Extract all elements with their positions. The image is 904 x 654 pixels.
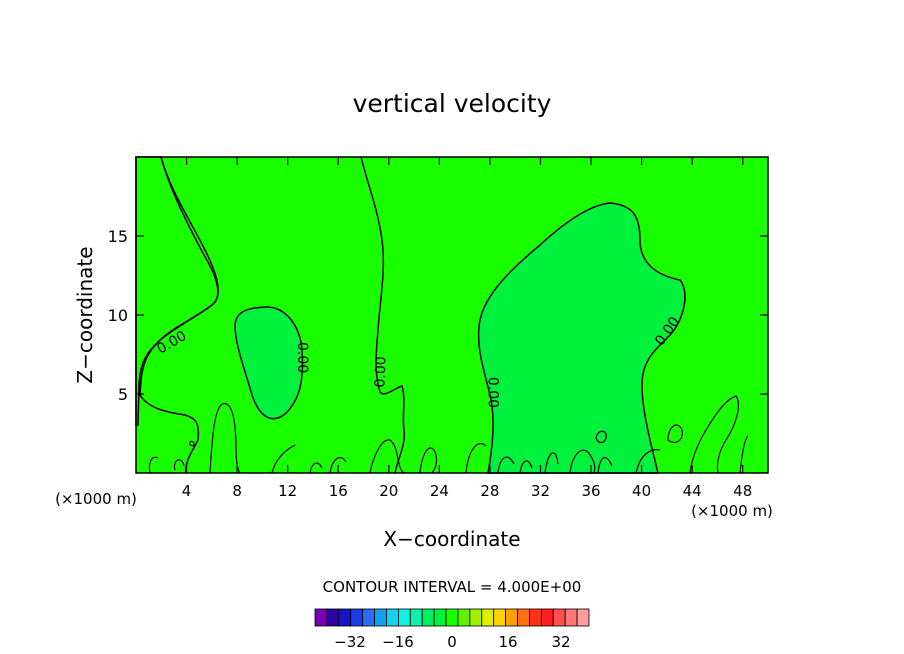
contour-left-band	[139, 156, 219, 474]
colorbar-tick-label: −32	[334, 633, 366, 651]
x-axis-ticks: 4 8 12 16 20 24 28 32 36 40 44 48	[182, 157, 752, 500]
y-tick-label: 5	[118, 385, 128, 404]
colorbar-swatch	[421, 608, 435, 627]
x-tick-label: 36	[581, 482, 600, 500]
contour-central-vortex	[234, 306, 304, 420]
x-unit-right: (×1000 m)	[691, 502, 773, 520]
colorbar-swatch	[529, 608, 542, 627]
colorbar-swatch	[517, 608, 530, 627]
x-tick-label: 48	[733, 482, 752, 500]
colorbar-swatch	[386, 608, 399, 627]
contour-mid-column	[360, 156, 406, 474]
contour-interval-text: CONTOUR INTERVAL = 4.000E+00	[323, 578, 582, 596]
colorbar-swatch	[505, 608, 518, 627]
colorbar-swatch	[564, 608, 578, 627]
colorbar-tick-label: 32	[551, 633, 570, 651]
colorbar-swatch	[409, 608, 423, 627]
plot-area: 0.00 0.00 0.000.000.00 4 8 12 16 20 24 28 32 36 40 4…	[108, 156, 769, 500]
colorbar-tick-label: 16	[498, 633, 517, 651]
colorbar-tick-label: −16	[382, 633, 414, 651]
colorbar-swatch	[445, 608, 459, 627]
y-axis-ticks: 5 10 15	[108, 227, 768, 404]
colorbar-swatch	[326, 608, 340, 627]
colorbar-swatch	[314, 608, 328, 627]
colorbar-swatch	[540, 608, 554, 627]
x-tick-label: 4	[182, 482, 192, 500]
y-axis-label: Z−coordinate	[73, 246, 97, 383]
colorbar-swatch	[493, 608, 507, 627]
contour-label: 0.00	[372, 356, 389, 388]
colorbar-swatch	[362, 608, 375, 627]
colorbar-tick-label: 0	[447, 633, 457, 651]
x-tick-label: 8	[232, 482, 242, 500]
colorbar-swatch	[481, 608, 495, 627]
colorbar-swatch	[576, 608, 590, 627]
x-tick-label: 16	[329, 482, 348, 500]
colorbar-swatch	[350, 608, 364, 627]
x-axis-label: X−coordinate	[383, 527, 520, 551]
colorbar-swatch	[397, 608, 411, 627]
colorbar-swatch	[552, 608, 566, 627]
x-tick-label: 12	[278, 482, 297, 500]
contour-label: 0.00	[294, 342, 310, 373]
x-tick-label: 28	[480, 482, 499, 500]
colorbar-labels: −32 −16 0 16 32	[334, 633, 570, 651]
colorbar	[314, 608, 590, 627]
colorbar-swatch	[338, 608, 352, 627]
colorbar-swatch	[457, 608, 471, 627]
x-tick-label: 20	[379, 482, 398, 500]
x-unit-left: (×1000 m)	[55, 490, 137, 508]
x-tick-label: 44	[683, 482, 702, 500]
x-tick-label: 40	[632, 482, 651, 500]
contour-right-dome	[477, 202, 686, 474]
colorbar-swatch	[374, 608, 387, 627]
y-tick-label: 10	[108, 306, 128, 325]
y-tick-label: 15	[108, 227, 128, 246]
contour-bottom-noise	[148, 395, 749, 474]
chart-title: vertical velocity	[353, 89, 552, 118]
x-tick-label: 24	[430, 482, 449, 500]
colorbar-swatch	[469, 608, 483, 627]
colorbar-swatch	[433, 608, 447, 627]
x-tick-label: 32	[531, 482, 550, 500]
contour-label: 0.00	[485, 377, 501, 408]
contour-labels: 0.00 0.00 0.000.000.00	[154, 314, 683, 408]
